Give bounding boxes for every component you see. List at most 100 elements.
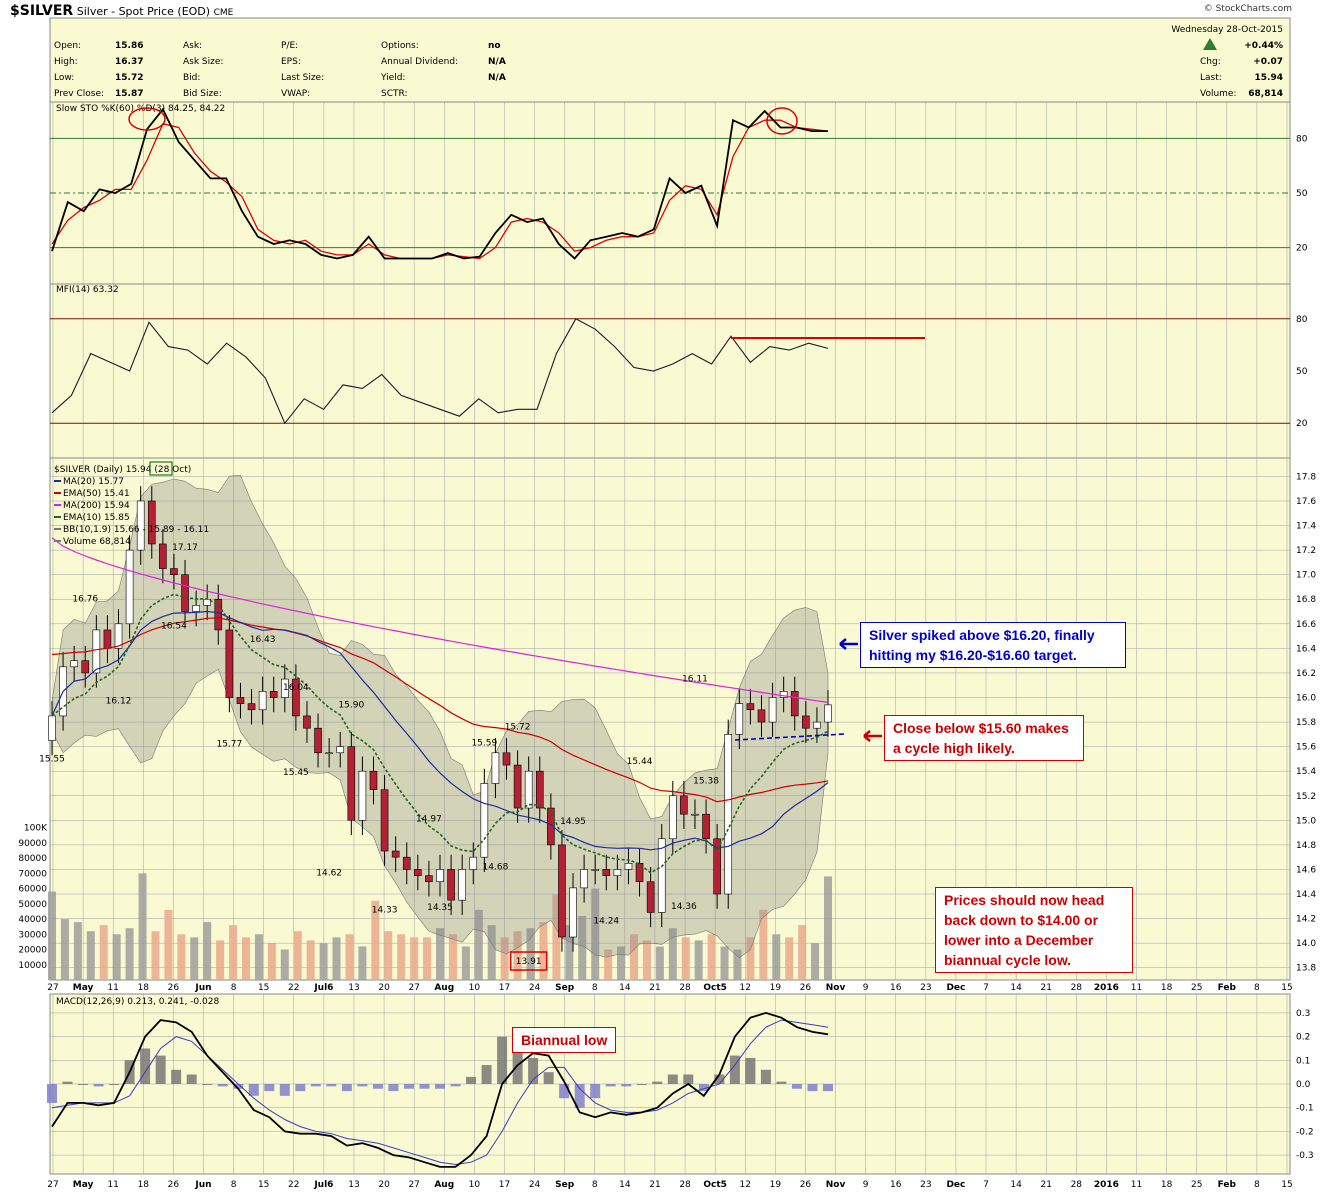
mfi-title: MFI(14) 63.32 [56, 285, 119, 295]
x-axis-label: 22 [288, 1180, 299, 1190]
macd-histogram-bar [543, 1072, 554, 1084]
macd-histogram-bar [403, 1084, 414, 1089]
quote-label: Chg: [1200, 57, 1221, 67]
change-pct: +0.44% [1244, 41, 1283, 51]
candle-body [657, 838, 666, 913]
x-axis-label: 11 [107, 983, 118, 993]
macd-histogram-bar [93, 1084, 104, 1087]
candle-body [125, 549, 134, 625]
x-axis-label: 13 [348, 983, 359, 993]
volume-bar [772, 934, 781, 980]
price-label: 14.95 [560, 817, 586, 827]
volume-bar [397, 934, 406, 980]
macd-histogram-bar [776, 1081, 787, 1084]
x-axis-label: 26 [800, 1180, 812, 1190]
quote-value: N/A [488, 57, 506, 67]
low-highlight-box [509, 951, 548, 971]
volume-tick: 90000 [18, 839, 47, 849]
candle-body [580, 869, 588, 889]
ma20-line [51, 610, 829, 851]
x-axis-label: 8 [1254, 983, 1260, 993]
macd-histogram-bar [621, 1084, 632, 1087]
volume-bar [267, 943, 276, 980]
candle-body [425, 875, 433, 883]
price-tick: 14.2 [1296, 915, 1316, 925]
volume-bar [630, 934, 638, 980]
volume-bar [448, 934, 457, 980]
candle-body [103, 629, 112, 649]
x-axis-label: 8 [592, 983, 598, 993]
candle-body [802, 715, 810, 729]
macd-histogram-bar [279, 1084, 290, 1096]
volume-bar [48, 891, 56, 980]
x-axis-label: Jun [194, 983, 211, 993]
x-axis-label: 21 [649, 983, 660, 993]
candle-body [336, 746, 345, 754]
price-label: 15.59 [471, 738, 497, 748]
macd-histogram-bar [47, 1084, 57, 1103]
quote-label: Open: [54, 41, 81, 51]
macd-tick: -0.2 [1296, 1127, 1314, 1137]
price-tick: 15.8 [1296, 718, 1316, 728]
quote-label: Last: [1200, 73, 1222, 83]
price-tick: 14.6 [1296, 865, 1316, 875]
quote-label: Yield: [380, 73, 405, 83]
candle-body [813, 721, 821, 729]
price-label: 14.97 [416, 815, 442, 825]
macd-histogram-bar [698, 1084, 709, 1092]
price-tick: 17.0 [1296, 571, 1316, 581]
macd-tick: 0.3 [1296, 1009, 1310, 1019]
candle-body [535, 770, 544, 809]
volume-bar [565, 925, 574, 980]
volume-bar [216, 940, 225, 980]
price-label: 15.72 [505, 722, 531, 732]
x-axis-label: Dec [946, 1180, 965, 1190]
quote-value: 15.87 [115, 89, 143, 99]
mfi-line [51, 318, 829, 425]
candle-body [380, 789, 389, 852]
legend-entry: MA(200) 15.94 [63, 501, 130, 511]
x-axis-label: 23 [920, 1180, 931, 1190]
price-label: 14.68 [483, 862, 509, 872]
candle-body [236, 697, 245, 704]
candle-body [779, 691, 788, 698]
x-axis-label: 12 [740, 983, 751, 993]
x-axis-label: 21 [1040, 983, 1051, 993]
macd-histogram-bar [559, 1084, 570, 1099]
price-label: 14.35 [427, 903, 453, 913]
volume-bar [436, 928, 444, 980]
quote-label: Ask: [183, 41, 202, 51]
volume-tick: 10000 [18, 961, 47, 971]
volume-tick: 100K [24, 824, 48, 834]
volume-bar [125, 928, 134, 980]
price-tick: 16.8 [1296, 595, 1316, 605]
price-label: 13.91 [516, 957, 542, 967]
stochastic-tick: 20 [1296, 244, 1308, 254]
macd-histogram-bar [372, 1084, 383, 1089]
candle-body [469, 856, 478, 870]
volume-bar [190, 937, 199, 980]
candle-body [92, 629, 101, 674]
x-axis-label: 11 [1131, 1180, 1142, 1190]
macd-histogram-bar [264, 1084, 275, 1092]
candle-body [114, 623, 123, 649]
x-axis-label: 8 [592, 1180, 598, 1190]
x-axis-label: 16 [890, 983, 902, 993]
x-axis-label: 11 [1131, 983, 1142, 993]
candle-body [269, 691, 278, 698]
x-axis-label: 25 [1191, 983, 1202, 993]
x-axis-label: 18 [138, 1180, 150, 1190]
candle-body [181, 574, 189, 612]
macd-histogram-bar [667, 1074, 678, 1084]
x-axis-label: 21 [1040, 1180, 1051, 1190]
x-axis-label: 17 [499, 1180, 510, 1190]
x-axis-label: 22 [288, 983, 299, 993]
blue-arrow-icon [839, 638, 858, 650]
macd-tick: 0.0 [1296, 1080, 1311, 1090]
volume-bar [539, 922, 548, 980]
mfi-panel [49, 283, 1291, 459]
price-label: 15.45 [283, 768, 309, 778]
macd-histogram-bar [605, 1084, 616, 1087]
x-axis-label: Feb [1218, 983, 1237, 993]
x-axis-label: 27 [47, 983, 58, 993]
